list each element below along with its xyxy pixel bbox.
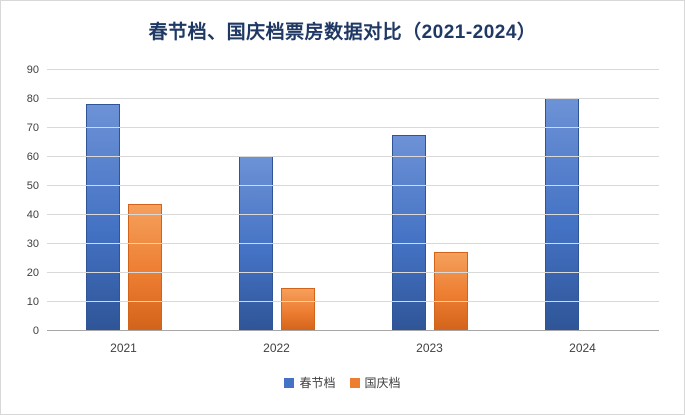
bar-国庆档-2023	[433, 251, 468, 331]
y-axis-tick-label: 20	[26, 267, 39, 280]
y-axis-tick-label: 30	[26, 238, 39, 251]
gridline	[47, 272, 659, 273]
x-axis-tick-label: 2022	[263, 341, 290, 355]
x-axis-tick-label: 2023	[416, 341, 443, 355]
x-axis-tick-label: 2021	[110, 341, 137, 355]
x-axis-baseline	[47, 330, 659, 331]
bar-groups	[47, 70, 659, 331]
legend-label: 国庆档	[364, 376, 401, 390]
gridline	[47, 127, 659, 128]
y-axis-tick-label: 90	[26, 64, 39, 76]
gridline	[47, 301, 659, 302]
y-axis-tick-label: 10	[26, 296, 39, 309]
y-axis-tick-label: 50	[26, 180, 39, 192]
y-axis-tick-label: 40	[26, 209, 39, 222]
bar-group-2024	[506, 70, 659, 331]
y-axis: 0 10 20 30 40 50 60 70 80 90	[1, 64, 39, 337]
bar-春节档-2021	[85, 103, 120, 331]
gridline	[47, 214, 659, 215]
plot-area	[47, 69, 659, 331]
x-axis: 2021 2022 2023 2024	[47, 341, 659, 355]
gridline	[47, 156, 659, 157]
gridline	[47, 243, 659, 244]
bar-国庆档-2022	[280, 287, 315, 331]
y-axis-tick-label: 0	[32, 325, 39, 337]
bar-group-2022	[200, 70, 353, 331]
legend-swatch	[349, 377, 360, 388]
y-axis-tick-label: 80	[26, 93, 39, 106]
x-axis-tick-label: 2024	[569, 341, 596, 355]
legend-item-国庆档: 国庆档	[349, 374, 401, 391]
bar-group-2021	[47, 70, 200, 331]
legend-label: 春节档	[299, 376, 336, 390]
y-axis-tick-label: 60	[26, 151, 39, 164]
gridline	[47, 98, 659, 99]
chart-title: 春节档、国庆档票房数据对比（2021-2024）	[148, 22, 537, 43]
legend-swatch	[284, 377, 295, 388]
gridline	[47, 185, 659, 186]
bar-group-2023	[353, 70, 506, 331]
legend-item-春节档: 春节档	[284, 374, 336, 391]
legend: 春节档 国庆档	[1, 374, 684, 391]
bar-国庆档-2021	[127, 203, 162, 331]
gridline	[47, 69, 659, 70]
bar-春节档-2023	[391, 134, 426, 331]
y-axis-tick-label: 70	[26, 122, 39, 134]
